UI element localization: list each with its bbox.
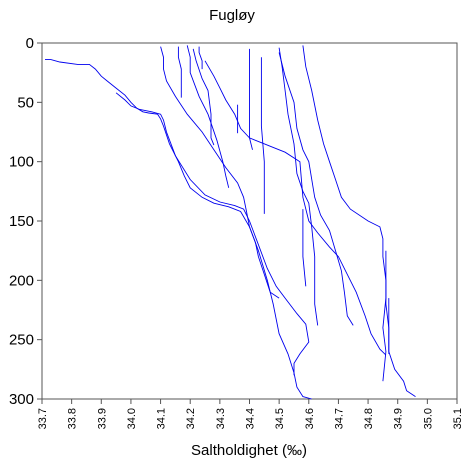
profile-line-13: [278, 52, 354, 326]
profile-line-15: [302, 45, 416, 397]
profile-line-6: [198, 46, 203, 70]
x-tick-label: 34.3: [215, 408, 227, 429]
profile-line-5: [186, 45, 230, 188]
x-tick-label: 35.0: [422, 408, 434, 429]
profile-line-8: [204, 60, 387, 356]
y-axis: 0 50 100 150 200 250 300: [9, 35, 42, 408]
x-tick-label: 34.7: [333, 408, 345, 429]
x-tick-label: 34.8: [363, 408, 375, 429]
profile-line-7: [192, 48, 215, 146]
profile-line-11: [260, 57, 265, 214]
x-tick-label: 34.6: [304, 408, 316, 429]
x-axis-label: Saltholdighet (‰): [191, 442, 307, 459]
profile-line-12: [278, 47, 319, 326]
profile-line-3: [160, 46, 280, 299]
series-layer: [45, 45, 416, 400]
y-tick-label: 0: [26, 35, 34, 52]
x-tick-label: 33.9: [96, 408, 108, 429]
x-tick-label: 34.5: [274, 408, 286, 429]
x-tick-label: 34.9: [393, 408, 405, 429]
x-axis: 33.7 33.8 33.9 34.0 34.1 34.2 34.3 34.4 34.5 34.6…: [37, 399, 464, 429]
profile-line-2: [115, 92, 310, 376]
y-tick-label: 150: [9, 213, 34, 230]
x-tick-label: 33.8: [67, 408, 79, 429]
y-tick-label: 300: [9, 391, 34, 408]
y-tick-label: 200: [9, 272, 34, 289]
profile-line-1: [45, 59, 312, 400]
x-tick-label: 34.1: [156, 408, 168, 429]
x-tick-label: 34.2: [185, 408, 197, 429]
x-tick-label: 34.0: [126, 408, 138, 429]
x-tick-label: 34.4: [245, 408, 257, 429]
x-tick-label: 35.1: [452, 408, 464, 429]
profile-line-10: [249, 48, 253, 150]
x-tick-label: 33.7: [37, 408, 49, 429]
profile-line-14: [302, 209, 307, 287]
y-tick-label: 100: [9, 154, 34, 171]
profile-line-16: [382, 250, 387, 382]
chart-title: Fugløy: [209, 7, 255, 24]
y-tick-label: 50: [17, 94, 34, 111]
y-tick-label: 250: [9, 332, 34, 349]
profile-line-4: [177, 46, 182, 98]
